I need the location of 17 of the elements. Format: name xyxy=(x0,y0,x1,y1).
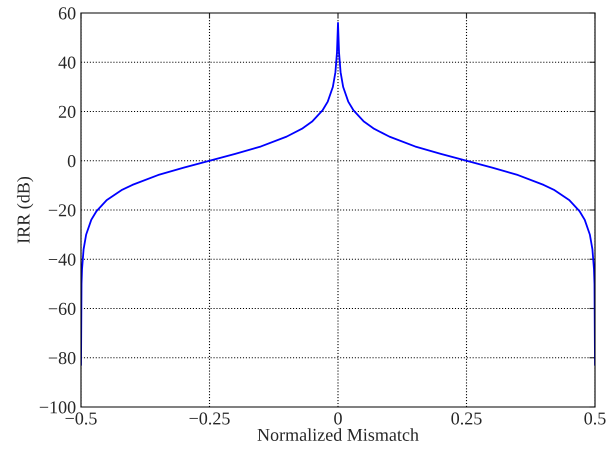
x-tick-label: 0.5 xyxy=(584,412,606,425)
x-axis-title: Normalized Mismatch xyxy=(258,428,419,441)
y-tick-label: −20 xyxy=(48,204,76,216)
y-tick-label: −80 xyxy=(48,352,76,364)
y-tick-label: −60 xyxy=(48,302,76,315)
y-tick-label: 20 xyxy=(58,106,76,118)
x-tick-label: −0.25 xyxy=(190,412,230,425)
y-tick-label: 40 xyxy=(58,56,76,69)
y-tick-label: 0 xyxy=(68,155,76,168)
y-tick-label: 60 xyxy=(58,7,76,20)
y-tick-label: −100 xyxy=(40,401,76,414)
x-tick-label: 0.25 xyxy=(451,412,482,425)
y-tick-label: −40 xyxy=(48,254,76,266)
x-tick-label: −0.5 xyxy=(66,412,97,425)
line-series xyxy=(81,22,595,366)
x-tick-label: 0 xyxy=(334,412,342,425)
y-axis-title: IRR (dB) xyxy=(16,176,34,244)
